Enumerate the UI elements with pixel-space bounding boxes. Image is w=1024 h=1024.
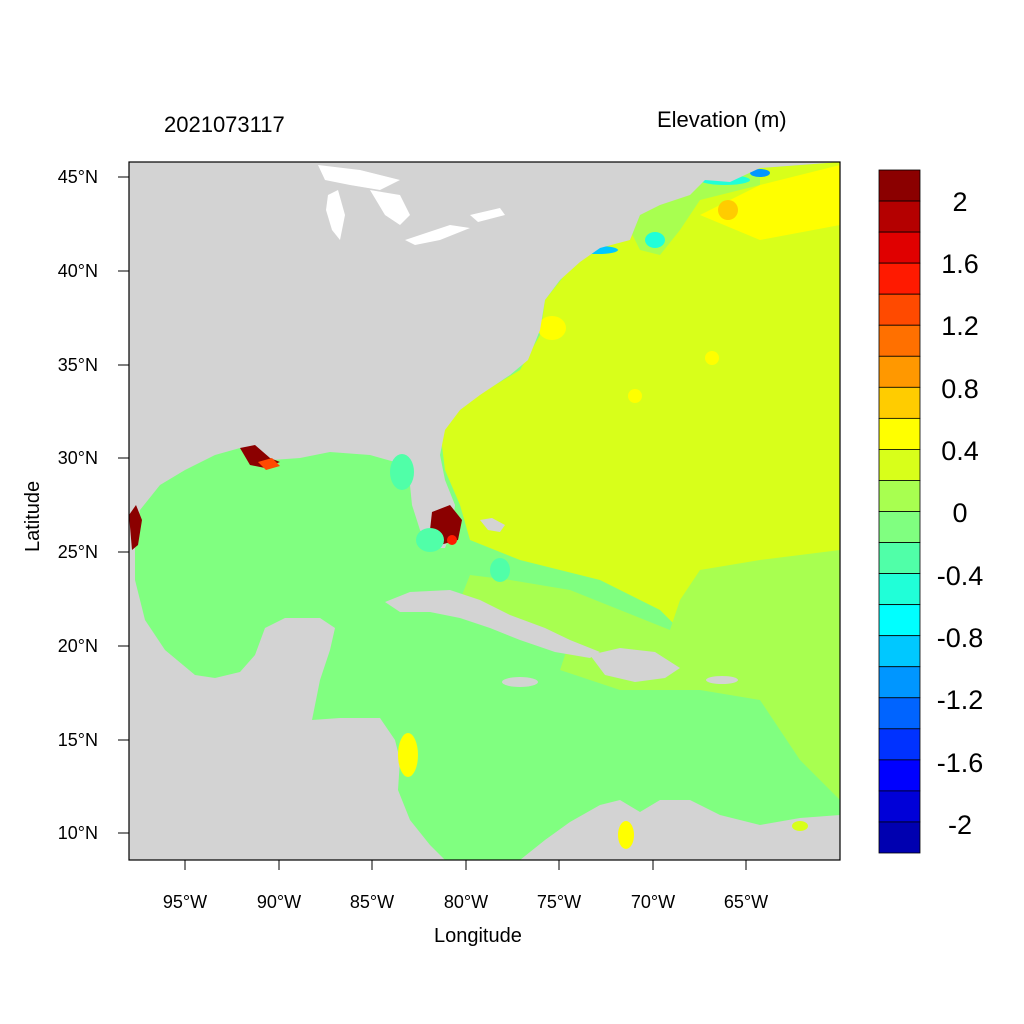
colorbar-swatch: [878, 200, 921, 233]
land-cuba: [385, 590, 600, 658]
colorbar-swatch: [878, 324, 921, 357]
land-hispaniola: [590, 648, 680, 682]
surge-florida-spot: [447, 535, 457, 545]
plot-frame: [128, 161, 841, 861]
colorbar-swatch: [878, 790, 921, 823]
colorbar-swatch: [878, 573, 921, 606]
colorbar-label: 1.2: [941, 311, 979, 341]
colorbar-labels: 2 1.6 1.2 0.8 0.4 0 -0.4 -0.8 -1.2 -1.6 …: [937, 187, 984, 840]
lake-huron: [370, 190, 410, 225]
x-tick-label: 70°W: [631, 892, 675, 912]
colorbar-label: -0.4: [937, 561, 984, 591]
y-tick-label: 35°N: [58, 355, 98, 375]
colorbar-swatch: [878, 697, 921, 730]
negative-patch: [490, 558, 510, 582]
land-north-america: [129, 162, 840, 548]
x-tick-label: 95°W: [163, 892, 207, 912]
colorbar-swatch: [878, 449, 921, 481]
hotspot: [718, 200, 738, 220]
date-label: 2021073117: [164, 112, 285, 137]
colorbar-label: 0.4: [941, 436, 979, 466]
variable-label: Elevation (m): [657, 107, 787, 132]
colorbar-swatch: [878, 480, 921, 512]
positive-patch: [398, 733, 418, 777]
colorbar-swatch: [878, 635, 921, 668]
colorbar-swatch: [878, 231, 921, 264]
colorbar-swatch: [878, 262, 921, 295]
positive-patch: [792, 821, 808, 831]
colorbar-swatch: [878, 604, 921, 637]
colorbar-label: 1.6: [941, 249, 979, 279]
lake-ontario: [470, 208, 505, 222]
y-tick-label: 25°N: [58, 542, 98, 562]
y-tick-label: 15°N: [58, 730, 98, 750]
surge-texas: [129, 505, 142, 550]
lake-superior: [318, 165, 400, 190]
colorbar-label: -1.6: [937, 748, 984, 778]
x-tick-label: 85°W: [350, 892, 394, 912]
colorbar-label: 2: [952, 187, 967, 217]
x-tick-label: 80°W: [444, 892, 488, 912]
gulf-of-maine: [700, 165, 840, 240]
negative-patch: [390, 454, 414, 490]
colorbar-label: 0: [952, 498, 967, 528]
colorbar-label: -1.2: [937, 685, 984, 715]
y-tick-label: 20°N: [58, 636, 98, 656]
x-tick-label: 75°W: [537, 892, 581, 912]
land-mexico: [129, 510, 445, 860]
x-tick-label: 65°W: [724, 892, 768, 912]
negative-patch: [645, 232, 665, 248]
y-axis: 45°N 40°N 35°N 30°N 25°N 20°N 15°N 10°N: [58, 167, 129, 843]
hotspot: [538, 316, 566, 340]
land-puerto-rico: [706, 676, 738, 684]
land-jamaica: [502, 677, 538, 687]
hotspot: [628, 389, 642, 403]
colorbar-swatch: [878, 511, 921, 543]
colorbar-swatch: [878, 728, 921, 761]
colorbar-swatch: [878, 386, 921, 419]
colorbar: [878, 169, 921, 854]
y-tick-label: 40°N: [58, 261, 98, 281]
y-tick-label: 10°N: [58, 823, 98, 843]
x-tick-label: 90°W: [257, 892, 301, 912]
x-axis: 95°W 90°W 85°W 80°W 75°W 70°W 65°W: [163, 860, 768, 912]
surge-louisiana-orange: [258, 458, 280, 470]
colorbar-swatch: [878, 821, 921, 854]
hotspot: [705, 351, 719, 365]
positive-patch: [618, 821, 634, 849]
colorbar-label: -0.8: [937, 623, 984, 653]
colorbar-swatch: [878, 542, 921, 574]
x-axis-label: Longitude: [434, 925, 522, 947]
land-bahamas: [480, 518, 505, 532]
colorbar-swatch: [878, 355, 921, 388]
land-south-america: [520, 800, 840, 860]
negative-patch: [416, 528, 444, 552]
colorbar-label: 0.8: [941, 374, 979, 404]
colorbar-swatch: [878, 417, 921, 450]
colorbar-swatch: [878, 759, 921, 792]
y-tick-label: 30°N: [58, 448, 98, 468]
colorbar-swatch: [878, 666, 921, 699]
negative-patch: [750, 169, 770, 177]
lake-erie: [405, 225, 470, 245]
colorbar-swatch: [878, 169, 921, 202]
colorbar-swatch: [878, 293, 921, 326]
colorbar-label: -2: [948, 810, 972, 840]
lake-michigan: [326, 190, 345, 240]
map-area: [129, 162, 840, 860]
y-tick-label: 45°N: [58, 167, 98, 187]
